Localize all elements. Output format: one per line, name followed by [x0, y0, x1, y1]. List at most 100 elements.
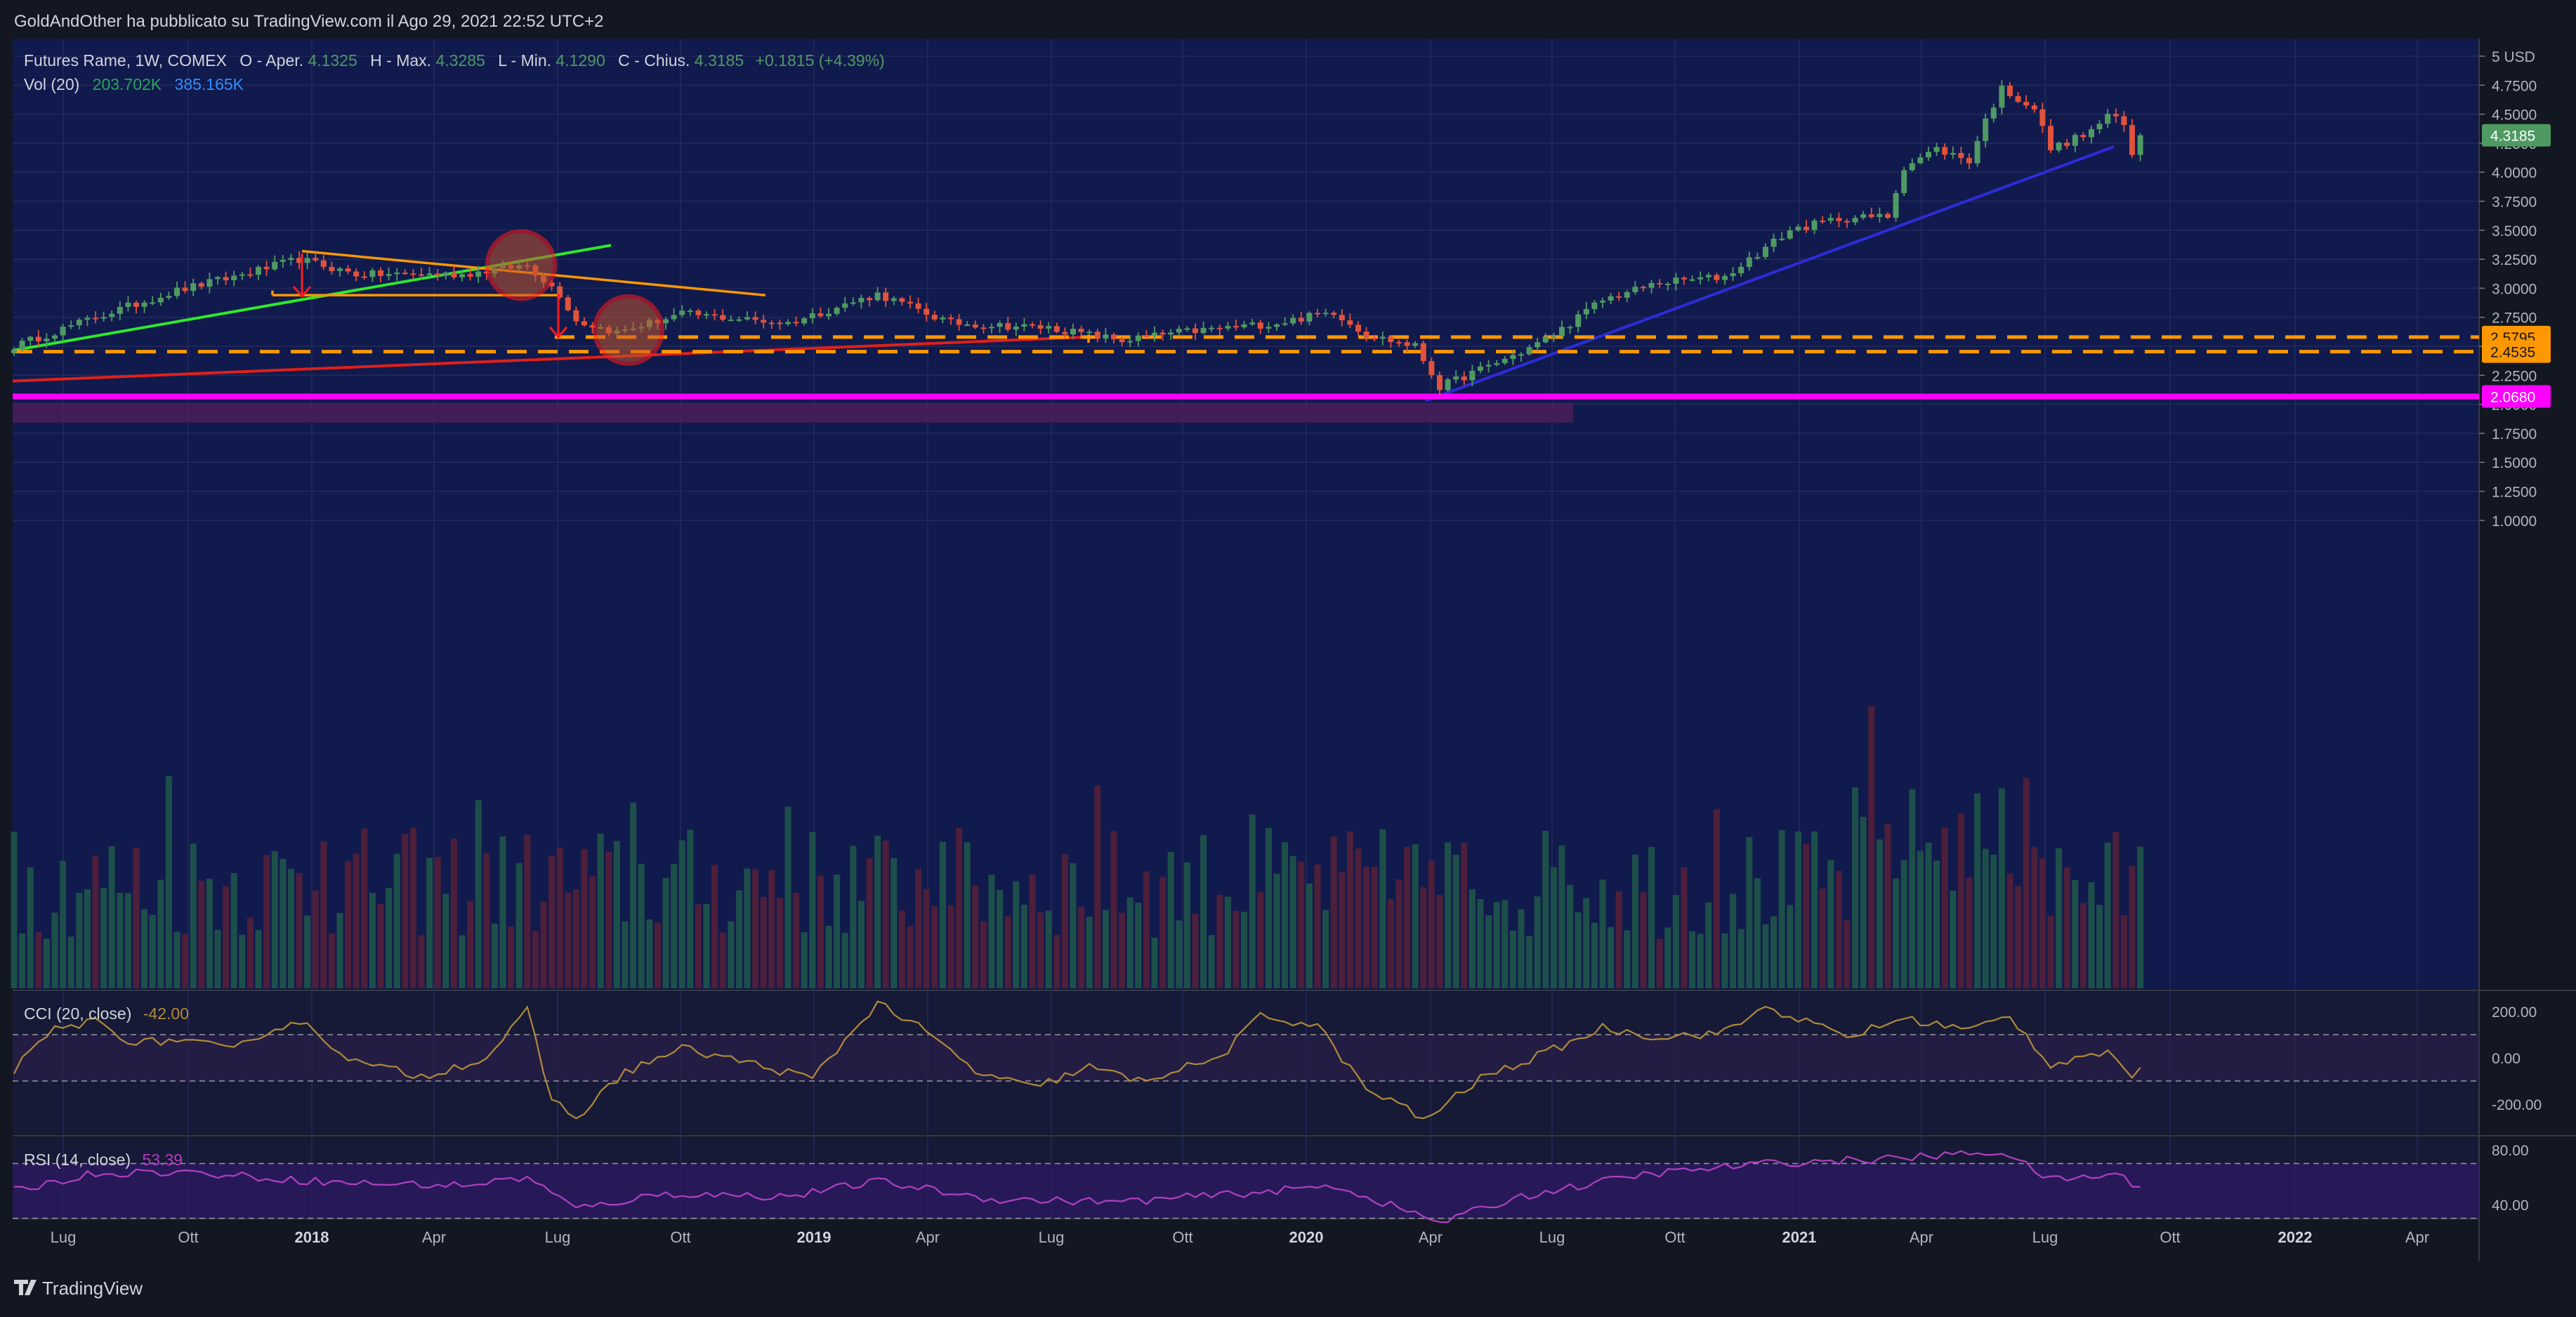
volume-bar [1061, 854, 1068, 988]
volume-bar [695, 904, 702, 988]
volume-bar [51, 912, 58, 988]
candle-body [1135, 335, 1141, 341]
volume-bar [1730, 893, 1737, 988]
volume-bar [76, 893, 83, 988]
volume-bar [1468, 889, 1476, 988]
y-tick-label: 4.7500 [2492, 78, 2537, 94]
volume-bar [857, 900, 865, 988]
volume-bar [190, 844, 197, 988]
ohlc-close-label: C - Chius. [618, 51, 690, 70]
volume-bar [784, 806, 791, 988]
volume-bar [1110, 831, 1117, 988]
candle-body [2056, 143, 2062, 150]
volume-bar [2023, 778, 2030, 988]
price-label-box [2482, 124, 2551, 147]
x-tick-label: Apr [1419, 1228, 1443, 1246]
candle-body [27, 336, 34, 341]
candle-body [1176, 329, 1182, 333]
volume-bar [1126, 897, 1133, 988]
volume-bar [1257, 892, 1264, 988]
tradingview-logo-icon [14, 1280, 37, 1295]
volume-bar [2006, 873, 2013, 988]
volume-bar [2015, 886, 2022, 988]
candle-body [239, 274, 245, 276]
volume-bar [898, 910, 905, 988]
candle-body [907, 301, 913, 304]
y-tick-label: 4.0000 [2492, 165, 2537, 181]
volume-bar [1819, 889, 1826, 988]
volume-bar [2088, 882, 2095, 988]
candle-body [1770, 238, 1777, 247]
candle-body [565, 297, 571, 310]
candle-body [826, 313, 832, 317]
volume-bar [1794, 831, 1801, 988]
y-tick-label: 5 USD [2492, 49, 2535, 65]
candle-body [1600, 300, 1605, 303]
candle-body [475, 271, 482, 277]
volume-bar [646, 919, 653, 988]
candle-body [410, 273, 416, 275]
candle-body [1266, 327, 1272, 329]
candle-body [989, 327, 994, 329]
volume-bar [247, 917, 254, 988]
rsi-legend: RSI (14, close) 53.39 [24, 1151, 183, 1169]
down-arrow-head [548, 326, 568, 339]
candle-body [2137, 135, 2143, 155]
volume-label: Vol (20) [24, 75, 79, 93]
cci-band-fill [13, 1035, 2479, 1081]
candle-body [1437, 375, 1443, 391]
volume-bar [841, 932, 848, 988]
volume-bar [1379, 829, 1386, 988]
candle-body [573, 310, 579, 322]
volume-bar [450, 839, 457, 988]
candle-body [109, 313, 115, 317]
candle-body [1053, 326, 1060, 332]
candle-body [736, 319, 742, 321]
volume-value-1: 203.702K [93, 75, 162, 93]
candle-body [1127, 341, 1133, 343]
volume-bar [980, 921, 987, 988]
candle-body [1730, 273, 1736, 277]
volume-bar [312, 890, 319, 988]
volume-bar [2056, 848, 2063, 988]
volume-bar [1689, 931, 1696, 988]
volume-bar [1151, 937, 1158, 988]
candle-body [166, 296, 172, 299]
ohlc-change: +0.1815 (+4.39%) [756, 51, 885, 70]
candle-body [1355, 325, 1361, 332]
candle-body [1469, 370, 1476, 381]
volume-bar [149, 915, 156, 988]
rsi-title: RSI (14, close) [24, 1151, 131, 1169]
candle-body [1478, 366, 1483, 371]
candle-body [1396, 341, 1402, 343]
candle-body [1616, 296, 1622, 298]
candle-body [1111, 334, 1117, 340]
candle-body [1257, 322, 1263, 329]
volume-bar [1208, 935, 1215, 988]
candle-body [1689, 279, 1695, 281]
volume-bar [1844, 920, 1851, 988]
candle-body [1632, 287, 1638, 292]
x-tick-label: Apr [2405, 1228, 2429, 1246]
candle-body [1803, 226, 1809, 230]
volume-bar [1249, 814, 1256, 988]
candle-body [386, 274, 392, 276]
candle-body [1298, 317, 1304, 322]
candle-body [793, 322, 799, 324]
tradingview-logo[interactable]: TradingView [14, 1278, 143, 1299]
volume-bar [524, 834, 531, 988]
highlight-circle [593, 294, 664, 366]
candle-body [223, 277, 229, 280]
x-tick-label: 2019 [797, 1228, 832, 1246]
candle-body [915, 303, 921, 309]
volume-bar [1705, 902, 1712, 988]
candle-body [1746, 257, 1752, 267]
volume-bar [402, 834, 409, 988]
volume-bar [662, 877, 669, 988]
volume-bar [1542, 830, 1549, 988]
candle-body [711, 314, 718, 316]
rsi-value: 53.39 [143, 1151, 183, 1169]
candle-body [924, 308, 930, 315]
